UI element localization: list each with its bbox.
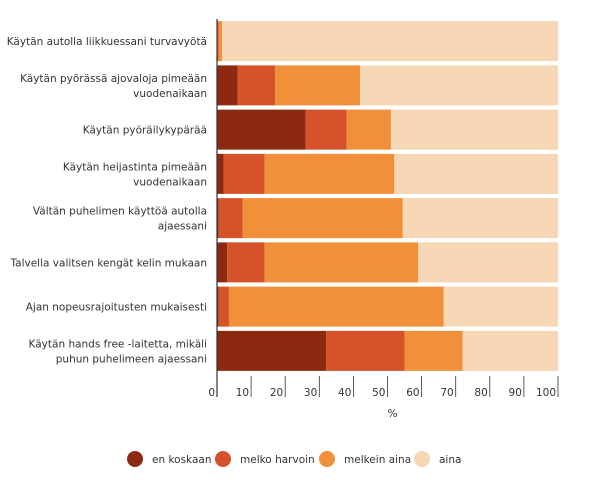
category-label-line: Talvella valitsen kengät kelin mukaan: [9, 257, 207, 269]
bar-segment-6-2: [227, 242, 265, 283]
x-axis-title: %: [388, 408, 398, 420]
legend-label-1: en koskaan: [152, 454, 211, 466]
category-label-line: Käytän autolla liikkuessani turvavyötä: [7, 36, 207, 48]
category-label: Käytän heijastinta pimeään vuodenaikaan: [63, 161, 207, 188]
category-label-line: Vältän puhelimen käyttöä autolla: [33, 206, 207, 218]
bar-segment-7-4: [443, 286, 558, 327]
x-tick-label-10: 10: [236, 387, 249, 399]
bar-segment-4-1: [217, 153, 224, 194]
category-label-line: vuodenaikaan: [133, 176, 207, 188]
bar-segment-8-3: [404, 330, 463, 371]
bar-segment-2-3: [274, 65, 361, 106]
bar-segment-5-3: [242, 198, 403, 239]
bar-segment-3-1: [217, 109, 306, 150]
category-label-line: Ajan nopeusrajoitusten mukaisesti: [26, 302, 207, 314]
x-tick-label-100: 100: [536, 387, 556, 399]
x-axis: 0 10 20 30 40 50 60 70 80 90 100: [208, 19, 559, 399]
bar-segment-1-4: [222, 21, 558, 62]
bar-segment-7-3: [228, 286, 444, 327]
category-label-line: Käytän pyöräilykypärää: [83, 125, 207, 137]
legend: en koskaan melko harvoin melkein aina aina: [127, 451, 461, 467]
legend-swatch-1: [127, 451, 143, 467]
legend-swatch-2: [215, 451, 231, 467]
x-tick-label-80: 80: [474, 387, 487, 399]
bar-segment-2-4: [360, 65, 558, 106]
category-label: Käytän pyöräilykypärää: [83, 125, 207, 137]
bar-segment-8-2: [326, 330, 405, 371]
bar-segment-8-4: [462, 330, 558, 371]
bar-segment-6-1: [217, 242, 228, 283]
bar-segment-3-3: [346, 109, 391, 150]
x-tick-label-90: 90: [509, 387, 522, 399]
bar-segment-4-2: [223, 153, 265, 194]
category-label: Vältän puhelimen käyttöä autolla ajaessan…: [33, 206, 207, 233]
category-label: Käytän pyörässä ajovaloja pimeään vuodena…: [20, 73, 207, 100]
bar-segment-3-4: [390, 109, 558, 150]
bar-segment-1-2: [217, 21, 219, 62]
category-label: Talvella valitsen kengät kelin mukaan: [9, 257, 207, 269]
bar-segment-4-3: [264, 153, 395, 194]
bar-segment-8-1: [217, 330, 327, 371]
x-tick-label-30: 30: [304, 387, 317, 399]
category-labels: Käytän autolla liikkuessani turvavyötä Kä…: [7, 36, 207, 365]
bars-layer: [217, 21, 558, 371]
legend-swatch-3: [319, 451, 335, 467]
bar-segment-6-3: [264, 242, 419, 283]
bar-segment-7-1: [217, 286, 219, 327]
category-label: Käytän autolla liikkuessani turvavyötä: [7, 36, 207, 48]
category-label-line: puhun puhelimeen ajaessani: [56, 353, 207, 365]
category-label-line: Käytän hands free -laitetta, mikäli: [29, 338, 207, 350]
bar-segment-2-2: [237, 65, 275, 106]
legend-swatch-4: [414, 451, 430, 467]
bar-segment-5-1: [217, 198, 219, 239]
x-tick-label-20: 20: [270, 387, 283, 399]
legend-label-4: aina: [439, 454, 461, 466]
bar-segment-6-4: [418, 242, 558, 283]
x-tick-label-60: 60: [406, 387, 419, 399]
category-label: Käytän hands free -laitetta, mikäli puhun…: [29, 338, 207, 365]
bar-segment-1-3: [218, 21, 223, 62]
bar-segment-7-2: [218, 286, 229, 327]
legend-label-3: melkein aina: [344, 454, 411, 466]
category-label-line: vuodenaikaan: [133, 88, 207, 100]
category-label-line: ajaessani: [158, 221, 207, 233]
bar-segment-5-4: [402, 198, 558, 239]
bar-segment-3-2: [305, 109, 347, 150]
x-tick-label-40: 40: [338, 387, 351, 399]
bar-segment-5-2: [218, 198, 243, 239]
legend-label-2: melko harvoin: [240, 454, 315, 466]
x-tick-label-70: 70: [440, 387, 453, 399]
bar-segment-4-4: [394, 153, 558, 194]
category-label-line: Käytän heijastinta pimeään: [63, 161, 207, 173]
x-tick-label-0: 0: [208, 387, 215, 399]
category-label: Ajan nopeusrajoitusten mukaisesti: [26, 302, 207, 314]
x-tick-label-50: 50: [372, 387, 385, 399]
bar-segment-2-1: [217, 65, 238, 106]
category-label-line: Käytän pyörässä ajovaloja pimeään: [20, 73, 207, 85]
